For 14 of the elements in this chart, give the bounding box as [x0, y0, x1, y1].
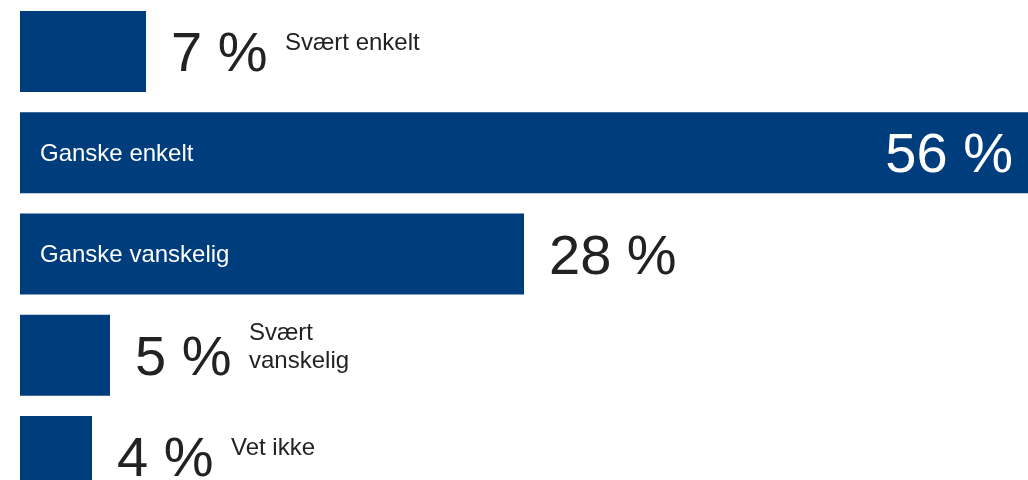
data-label: 5 % [135, 323, 232, 387]
y-tick-label: Ganske vanskelig [40, 240, 230, 268]
bar [20, 213, 524, 295]
data-label: 4 % [117, 425, 214, 480]
bar [20, 11, 146, 92]
data-label: 28 % [549, 222, 677, 286]
data-label: 56 % [885, 121, 1013, 185]
y-tick-label: Svært vanskelig [249, 317, 350, 374]
y-tick-label: Svært enkelt [285, 27, 421, 55]
data-label: 7 % [171, 20, 268, 84]
y-tick-label: Vet ikke [231, 432, 316, 460]
y-tick-label: Ganske enkelt [40, 139, 194, 167]
bar [20, 112, 1028, 194]
bar [20, 314, 110, 396]
